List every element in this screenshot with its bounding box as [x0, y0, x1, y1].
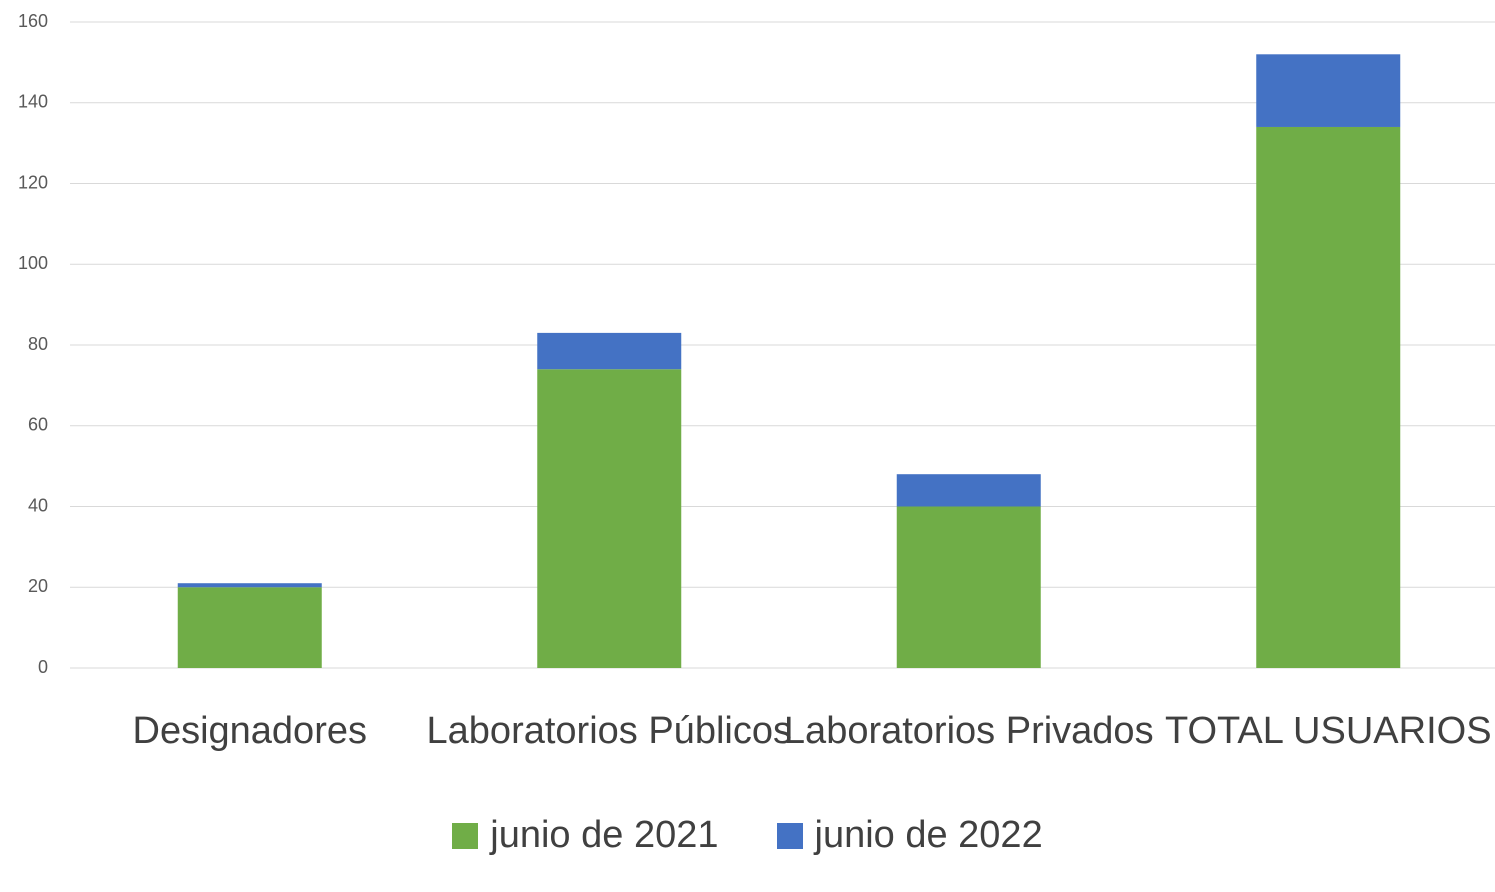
legend-swatch	[777, 823, 803, 849]
y-tick-label: 100	[18, 253, 48, 273]
plot: 0 20 40 60 80 100 120 140 160	[0, 0, 1495, 892]
legend-item: junio de 2022	[777, 814, 1043, 857]
chart: 020406080100120140160 junio de 2021junio…	[0, 0, 1495, 892]
legend-label: junio de 2022	[815, 814, 1043, 857]
bar-segment	[178, 583, 322, 587]
y-tick-label: 60	[28, 415, 48, 435]
x-tick-label: Designadores	[60, 705, 440, 757]
y-tick-label: 160	[18, 11, 48, 31]
x-tick-label: Laboratorios Privados	[779, 705, 1159, 757]
bar-segment	[1256, 127, 1400, 668]
y-tick-label: 120	[18, 172, 48, 192]
legend-swatch	[452, 823, 478, 849]
bar-segment	[537, 333, 681, 369]
y-tick-label: 0	[38, 657, 48, 677]
y-tick-label: 80	[28, 334, 48, 354]
x-tick-label: TOTAL USUARIOS	[1138, 705, 1495, 757]
bar-segment	[537, 369, 681, 668]
x-tick-label: Laboratorios Públicos	[419, 705, 799, 757]
legend-item: junio de 2021	[452, 814, 718, 857]
legend-label: junio de 2021	[490, 814, 718, 857]
bar-segment	[178, 587, 322, 668]
bar-segment	[1256, 54, 1400, 127]
bar-segment	[897, 507, 1041, 669]
y-tick-label: 20	[28, 576, 48, 596]
bar-segment	[897, 474, 1041, 506]
y-tick-label: 140	[18, 92, 48, 112]
y-tick-label: 40	[28, 495, 48, 515]
legend: junio de 2021 junio de 2022	[0, 814, 1495, 857]
